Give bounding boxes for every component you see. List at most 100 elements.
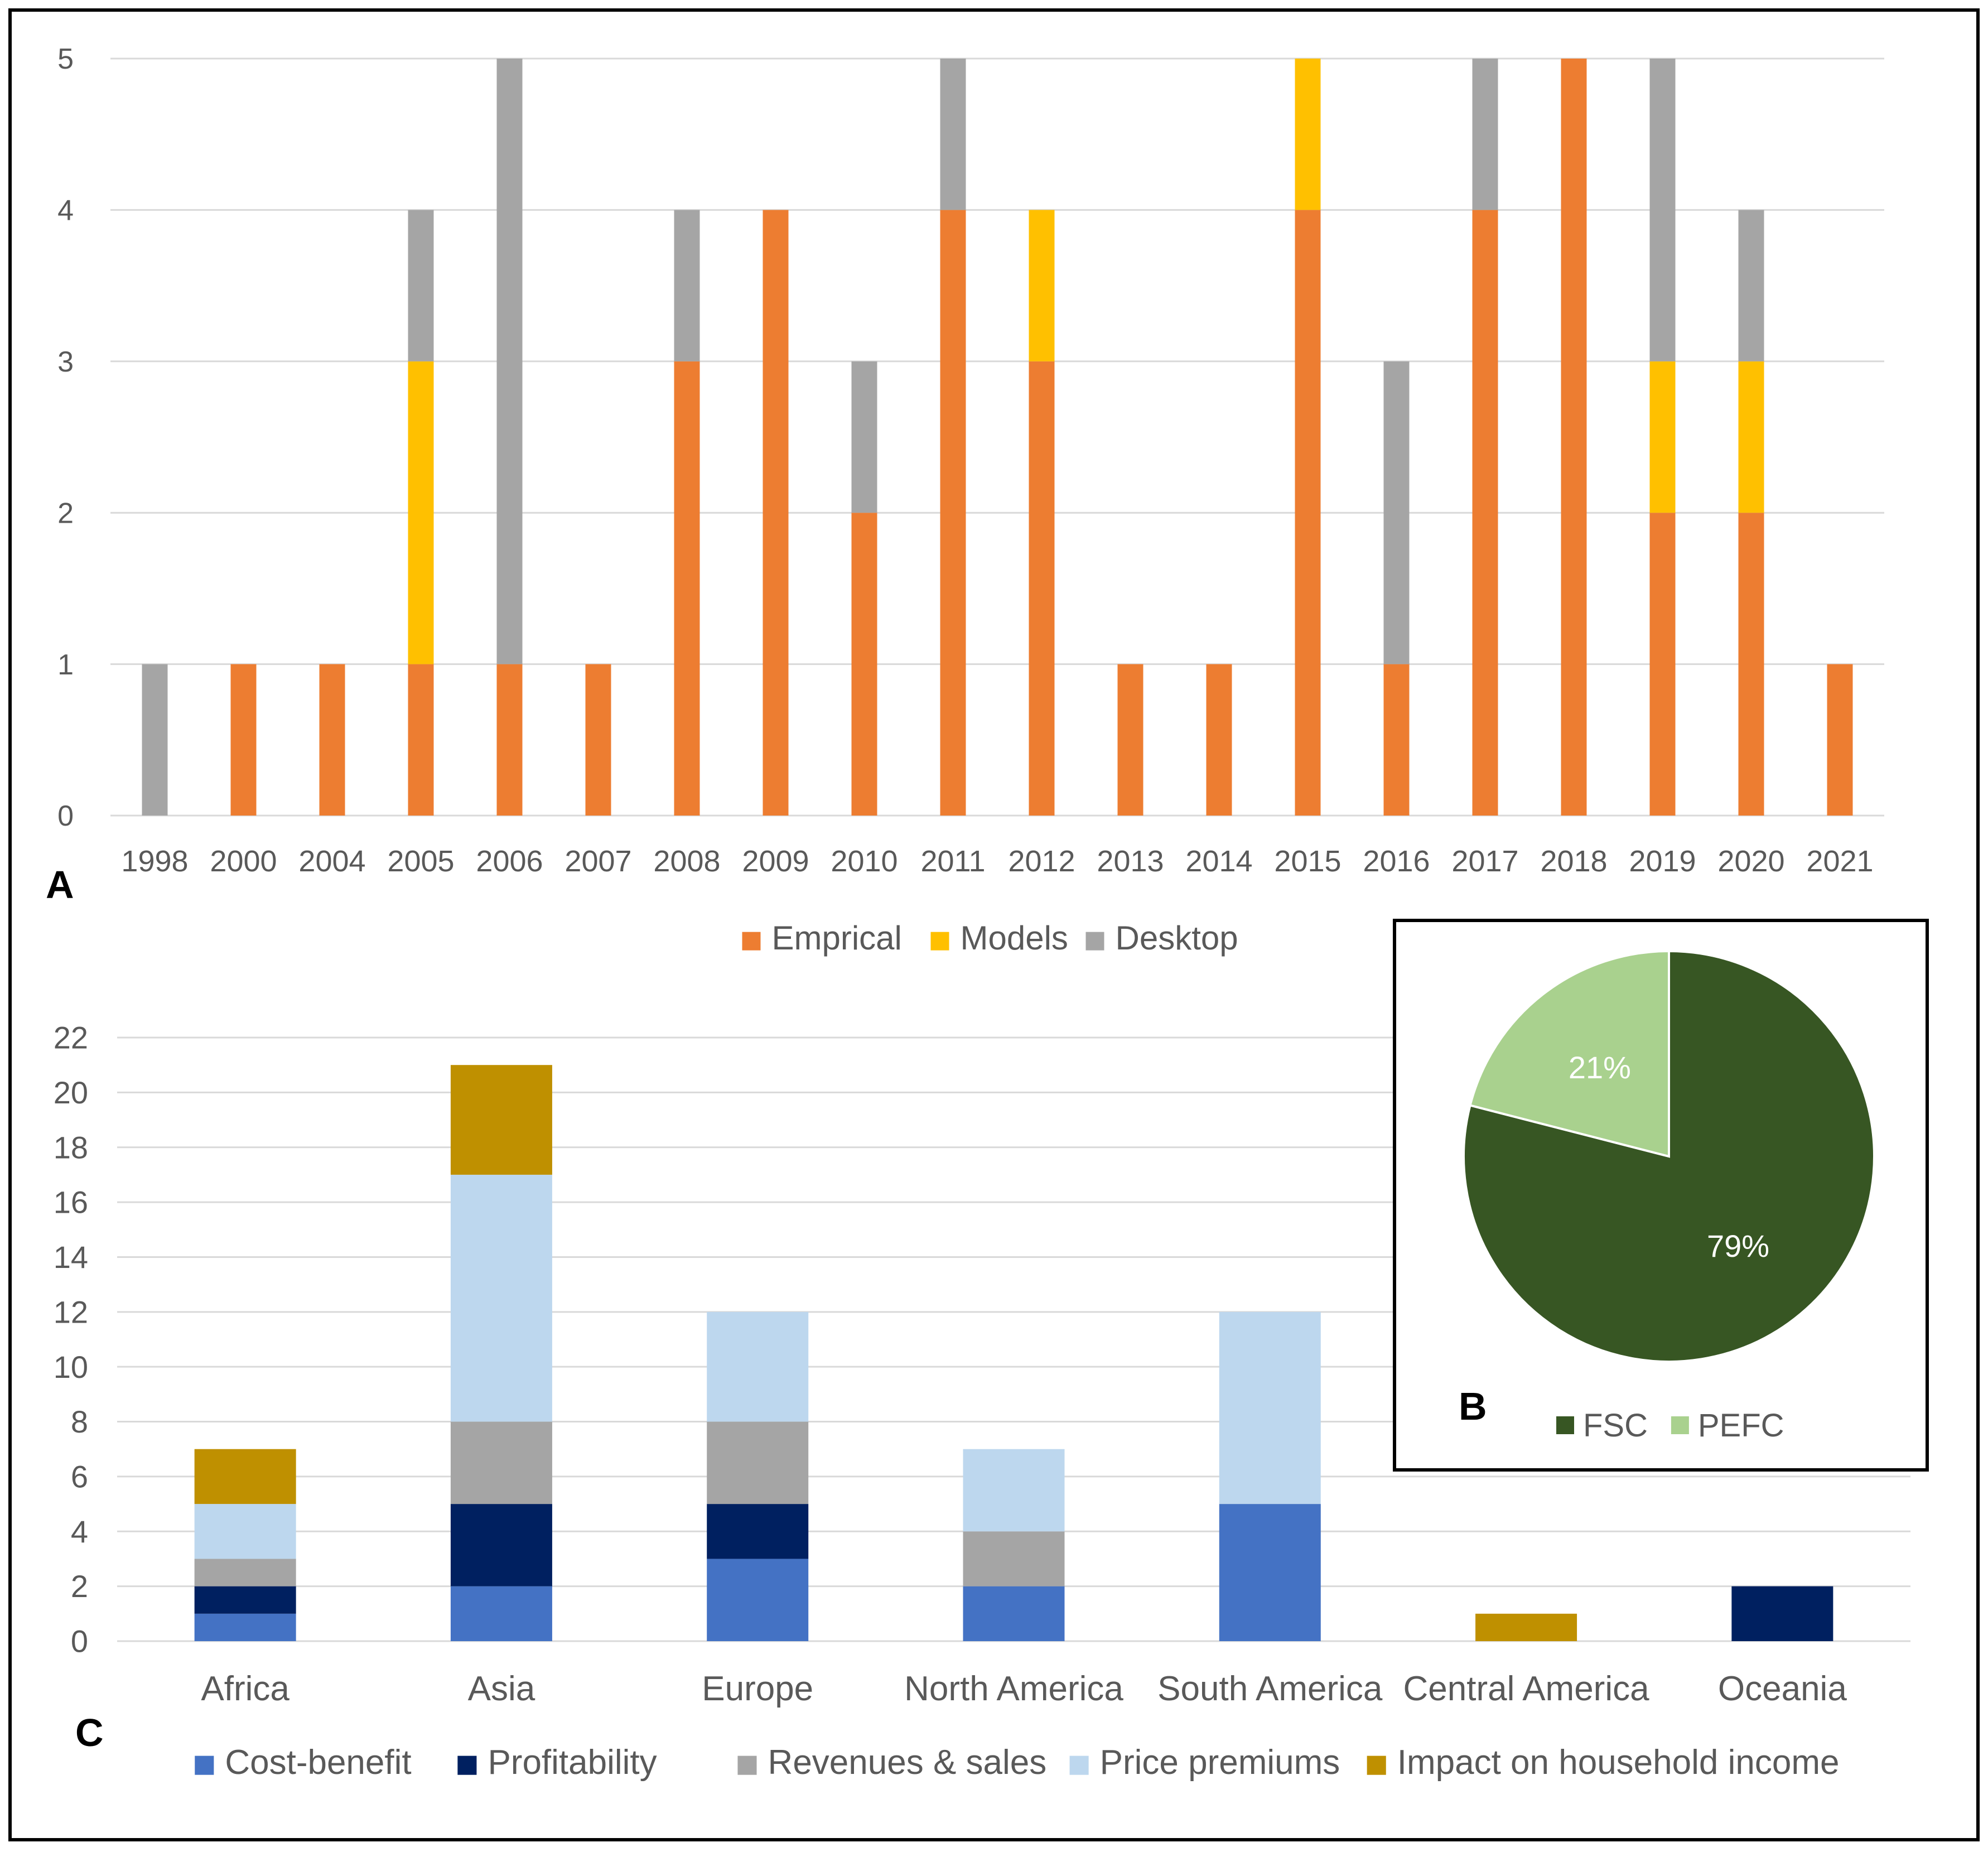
legend-swatch (1556, 1416, 1574, 1434)
y-tick-label: 5 (57, 43, 74, 75)
bar-emprical-2010 (851, 513, 877, 816)
x-tick-label: 2009 (742, 845, 809, 878)
bar-cost-benefit-africa (194, 1613, 296, 1641)
bar-emprical-2019 (1649, 513, 1676, 816)
bar-desktop-2020 (1738, 210, 1764, 361)
bar-models-2019 (1649, 361, 1676, 513)
bar-emprical-2013 (1117, 664, 1143, 816)
y-tick-label: 0 (57, 800, 74, 832)
bar-revenues-sales-asia (450, 1421, 552, 1504)
legend-label: Emprical (772, 919, 902, 957)
bar-emprical-2016 (1383, 664, 1410, 816)
bar-price-premiums-africa (194, 1504, 296, 1559)
legend-swatch (1069, 1755, 1089, 1775)
legend-swatch (1671, 1416, 1689, 1434)
bar-desktop-2010 (851, 361, 877, 513)
bar-models-2015 (1295, 59, 1321, 210)
y-tick-label: 22 (54, 1020, 88, 1055)
bar-emprical-2011 (940, 210, 966, 816)
legend-label: Models (961, 919, 1068, 957)
bar-emprical-2004 (319, 664, 345, 816)
x-tick-label: 2007 (564, 845, 631, 878)
y-tick-label: 1 (57, 649, 74, 681)
bar-impact-on-household-income-africa (194, 1449, 296, 1504)
bar-emprical-2020 (1738, 513, 1764, 816)
bar-desktop-2016 (1383, 361, 1410, 664)
legend-swatch (1085, 932, 1104, 951)
x-tick-label: 2006 (476, 845, 543, 878)
y-tick-label: 12 (54, 1294, 88, 1329)
legend-label: Price premiums (1100, 1743, 1340, 1782)
bar-profitability-oceania (1731, 1586, 1833, 1641)
y-tick-label: 3 (57, 346, 74, 378)
x-tick-label: 2017 (1451, 845, 1518, 878)
x-tick-label: 1998 (121, 845, 188, 878)
x-tick-label: 2014 (1185, 845, 1252, 878)
x-tick-label: 2000 (210, 845, 277, 878)
legend-label: Profitability (488, 1743, 657, 1782)
bar-impact-on-household-income-asia (450, 1065, 552, 1175)
x-tick-label: 2016 (1363, 845, 1430, 878)
x-tick-label: 2019 (1629, 845, 1696, 878)
y-tick-label: 4 (71, 1514, 88, 1549)
bar-cost-benefit-asia (450, 1586, 552, 1641)
bar-profitability-asia (450, 1504, 552, 1586)
pie-slice-fsc (1463, 949, 1875, 1363)
legend-swatch (457, 1755, 477, 1775)
legend-swatch (742, 932, 761, 951)
bar-cost-benefit-south-america (1219, 1504, 1321, 1641)
x-tick-label: 2010 (831, 845, 898, 878)
y-tick-label: 14 (54, 1240, 88, 1275)
y-tick-label: 18 (54, 1130, 88, 1165)
y-tick-label: 16 (54, 1185, 88, 1220)
x-tick-label: Oceania (1718, 1670, 1847, 1708)
legend-label: Revenues & sales (768, 1743, 1047, 1782)
bar-emprical-2012 (1029, 361, 1055, 816)
x-tick-label: 2021 (1806, 845, 1873, 878)
bar-revenues-sales-africa (194, 1559, 296, 1586)
x-tick-label: Central America (1403, 1670, 1650, 1708)
panel-label-b: B (1459, 1385, 1487, 1428)
pie-label-fsc: 79% (1707, 1228, 1769, 1263)
pie-slice-pefc (1469, 949, 1670, 1158)
bar-emprical-2014 (1206, 664, 1232, 816)
x-tick-label: South America (1157, 1670, 1383, 1708)
bar-emprical-2008 (674, 361, 700, 816)
bar-revenues-sales-north-america (963, 1531, 1065, 1586)
y-tick-label: 4 (57, 195, 74, 227)
legend-label: Desktop (1116, 919, 1238, 957)
chart-a: 0 1 2 3 4 5 1998 2000 2004 2005 2006 2007 2008 2009 20… (57, 43, 1884, 957)
legend-label: Impact on household income (1397, 1743, 1840, 1782)
y-tick-label: 2 (71, 1569, 88, 1604)
y-tick-label: 8 (71, 1404, 88, 1439)
y-tick-label: 6 (71, 1459, 88, 1494)
bar-emprical-2007 (585, 664, 611, 816)
bar-cost-benefit-north-america (963, 1586, 1065, 1641)
legend-swatch (195, 1755, 214, 1775)
x-tick-label: 2018 (1540, 845, 1607, 878)
bar-emprical-2015 (1295, 210, 1321, 816)
x-tick-label: 2004 (298, 845, 365, 878)
y-tick-label: 20 (54, 1075, 88, 1110)
bar-emprical-2000 (230, 664, 257, 816)
y-tick-label: 0 (71, 1624, 88, 1659)
bar-emprical-2017 (1472, 210, 1498, 816)
bar-price-premiums-south-america (1219, 1311, 1321, 1504)
bar-desktop-2011 (940, 59, 966, 210)
bar-emprical-2006 (496, 664, 523, 816)
panel-label-c: C (75, 1711, 104, 1754)
x-tick-label: 2020 (1717, 845, 1784, 878)
x-tick-label: 2015 (1274, 845, 1341, 878)
x-tick-label: 2005 (387, 845, 454, 878)
chart-b: 79% 21% FSC PEFC (1463, 949, 1875, 1444)
y-tick-label: 10 (54, 1349, 88, 1385)
bar-emprical-2021 (1827, 664, 1853, 816)
legend-label: PEFC (1698, 1407, 1784, 1444)
legend-swatch (930, 932, 949, 951)
bar-desktop-2005 (408, 210, 434, 361)
bar-desktop-1998 (142, 664, 168, 816)
y-tick-label: 2 (57, 497, 74, 529)
x-tick-label: Asia (468, 1670, 535, 1708)
x-tick-label: Africa (201, 1670, 289, 1708)
